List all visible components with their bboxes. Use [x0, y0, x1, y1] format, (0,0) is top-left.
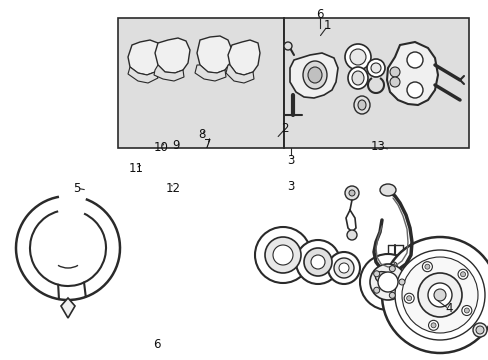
Polygon shape [155, 38, 190, 73]
Ellipse shape [310, 255, 325, 269]
Ellipse shape [338, 263, 348, 273]
Ellipse shape [430, 323, 435, 328]
Ellipse shape [346, 230, 356, 240]
Polygon shape [61, 298, 75, 318]
Text: 3: 3 [286, 180, 294, 193]
Ellipse shape [394, 250, 484, 340]
Ellipse shape [475, 326, 483, 334]
Ellipse shape [388, 266, 394, 272]
Ellipse shape [327, 252, 359, 284]
Ellipse shape [386, 258, 400, 272]
Ellipse shape [398, 279, 404, 285]
Polygon shape [225, 65, 253, 83]
Text: 10: 10 [154, 141, 168, 154]
Polygon shape [197, 36, 231, 73]
Ellipse shape [374, 271, 392, 284]
Ellipse shape [353, 96, 369, 114]
Ellipse shape [464, 308, 468, 313]
Ellipse shape [370, 63, 380, 73]
Ellipse shape [345, 186, 358, 200]
Ellipse shape [264, 237, 301, 273]
Ellipse shape [351, 71, 363, 85]
Ellipse shape [284, 42, 291, 50]
Ellipse shape [406, 52, 422, 68]
Ellipse shape [472, 323, 486, 337]
Polygon shape [195, 65, 225, 81]
Text: 6: 6 [316, 8, 323, 21]
Ellipse shape [347, 67, 367, 89]
Ellipse shape [389, 67, 399, 77]
Ellipse shape [272, 245, 292, 265]
Ellipse shape [389, 77, 399, 87]
Ellipse shape [345, 44, 370, 70]
Text: 8: 8 [198, 129, 205, 141]
Ellipse shape [427, 320, 438, 330]
Text: 11: 11 [128, 162, 143, 175]
Ellipse shape [377, 272, 397, 292]
Bar [118, 18, 284, 148]
Ellipse shape [457, 269, 467, 279]
Ellipse shape [366, 59, 384, 77]
Polygon shape [154, 65, 183, 81]
Ellipse shape [295, 240, 339, 284]
Ellipse shape [357, 100, 365, 110]
Text: 1: 1 [323, 19, 331, 32]
Text: 2: 2 [281, 122, 288, 135]
Ellipse shape [373, 271, 379, 277]
Polygon shape [227, 40, 260, 75]
Ellipse shape [369, 264, 405, 300]
Ellipse shape [460, 272, 465, 277]
Bar [284, 18, 468, 148]
Ellipse shape [303, 61, 326, 89]
Text: 12: 12 [166, 182, 181, 195]
Ellipse shape [348, 190, 354, 196]
Text: 3: 3 [287, 153, 294, 166]
Ellipse shape [388, 292, 394, 298]
Ellipse shape [417, 273, 461, 317]
Ellipse shape [307, 67, 321, 83]
Ellipse shape [404, 293, 413, 303]
Text: 7: 7 [203, 138, 211, 151]
Ellipse shape [390, 262, 396, 268]
Ellipse shape [379, 184, 395, 196]
Ellipse shape [406, 296, 411, 301]
Ellipse shape [254, 227, 310, 283]
Ellipse shape [333, 258, 353, 278]
Polygon shape [128, 40, 162, 75]
Polygon shape [386, 42, 437, 105]
Text: 5: 5 [73, 182, 81, 195]
Ellipse shape [349, 49, 365, 65]
Ellipse shape [427, 283, 451, 307]
Text: 6: 6 [152, 338, 160, 351]
Ellipse shape [461, 306, 471, 315]
Ellipse shape [433, 289, 445, 301]
Ellipse shape [359, 254, 415, 310]
Ellipse shape [373, 287, 379, 293]
Polygon shape [289, 53, 337, 98]
Text: 9: 9 [172, 139, 180, 152]
Ellipse shape [406, 82, 422, 98]
Ellipse shape [422, 262, 431, 272]
Text: 4: 4 [444, 302, 452, 315]
Ellipse shape [304, 248, 331, 276]
Ellipse shape [401, 257, 477, 333]
Ellipse shape [424, 264, 429, 269]
Text: 13: 13 [370, 140, 385, 153]
Ellipse shape [381, 237, 488, 353]
Polygon shape [128, 67, 158, 83]
